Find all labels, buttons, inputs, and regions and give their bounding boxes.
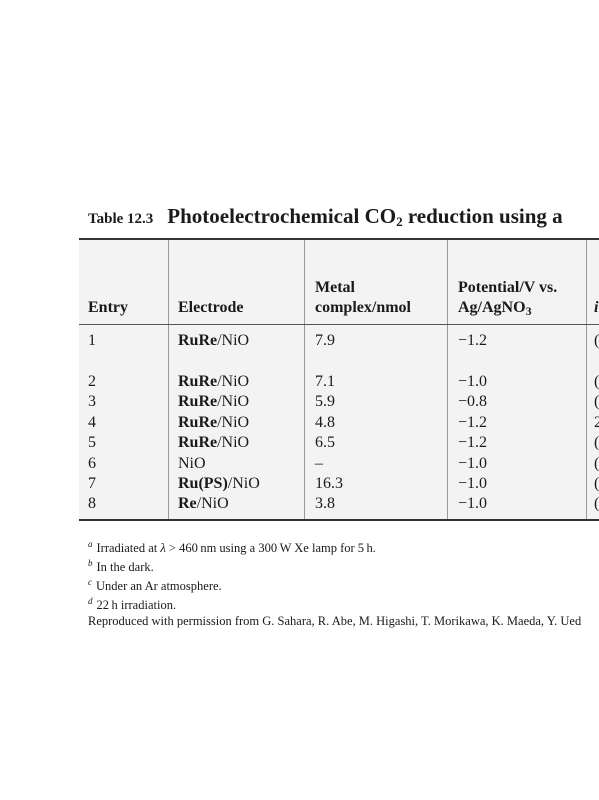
electrode-bold: RuRe [178,373,218,390]
potential-subscript: 3 [525,304,532,318]
cell-electrode: NiO [178,454,206,474]
electrode-rest: /NiO [227,475,260,492]
table-footnotes: a Irradiated at λ > 460 nm using a 300 W … [88,537,581,629]
column-divider [304,240,305,519]
cell-metal: 7.1 [315,373,335,390]
electrode-bold: RuRe [178,434,218,451]
title-subscript: 2 [396,214,403,229]
footnote-mark: b [88,558,93,569]
table-caption: Table 12.3 Photoelectrochemical CO2 reduc… [88,204,563,229]
cell-electrode: RuRe/NiO [178,413,249,433]
header-partial: i [594,299,599,316]
electrode-bold: RuRe [178,393,218,410]
cell-potential: −1.0 [458,373,488,390]
cell-potential: −1.0 [458,495,488,512]
potential-unit: Ag/AgNO [458,299,526,316]
header-electrode: Electrode [178,299,244,316]
cell-entry: 6 [88,455,96,472]
cell-partial: ( [594,455,599,472]
cell-electrode: Re/NiO [178,494,229,514]
cell-potential: −1.0 [458,455,488,472]
footnote-text: Under an Ar atmosphere. [96,579,222,594]
cell-partial: ( [594,495,599,512]
data-table: Entry Electrode Metal complex/nmol Poten… [79,238,599,521]
electrode-bold: Re [178,495,197,512]
cell-partial: ( [594,332,599,349]
table-title: Photoelectrochemical CO2 reduction using… [167,204,562,228]
electrode-bold: Ru(PS) [178,475,228,492]
footnote-text: > 460 nm using a 300 W Xe lamp for 5 h. [165,541,376,556]
cell-entry: 8 [88,495,96,512]
electrode-rest: /NiO [217,414,250,431]
credit-line: Reproduced with permission from G. Sahar… [88,613,582,628]
cell-partial: ( [594,475,599,492]
cell-potential: −1.2 [458,434,488,451]
footnote-lambda: λ [160,541,166,556]
cell-potential: −1.2 [458,332,488,349]
column-divider [447,240,448,519]
footnote-mark: a [88,539,93,549]
cell-electrode: RuRe/NiO [178,372,249,392]
footnote-b: b In the dark. [88,556,581,575]
cell-entry: 4 [88,414,96,431]
cell-electrode: Ru(PS)/NiO [178,474,260,494]
cell-potential: −0.8 [458,393,488,410]
cell-partial: 2 [594,414,599,431]
cell-electrode: RuRe/NiO [178,331,249,351]
cell-metal: 4.8 [315,414,335,431]
footnote-mark: d [88,596,93,607]
title-part-2: reduction using a [402,204,563,228]
column-divider [586,240,587,519]
cell-partial: ( [594,434,599,451]
cell-entry: 1 [88,332,96,349]
cell-entry: 2 [88,373,96,390]
cell-partial: ( [594,393,599,410]
electrode-rest: /NiO [217,373,250,390]
title-part-1: Photoelectrochemical CO [167,204,397,228]
cell-metal: 6.5 [315,434,335,451]
header-metal-line1: Metal [315,279,355,296]
footnote-a: a Irradiated at λ > 460 nm using a 300 W … [88,537,581,556]
header-entry: Entry [88,299,128,316]
cell-partial: ( [594,373,599,390]
cell-metal: – [315,455,323,472]
footnote-text: 22 h irradiation. [96,598,177,613]
header-potential-line1: Potential/V vs. [458,279,558,296]
cell-metal: 16.3 [315,475,343,492]
cell-potential: −1.2 [458,414,488,431]
cell-metal: 3.8 [315,495,335,512]
header-metal-line2: complex/nmol [315,299,411,316]
cell-electrode: RuRe/NiO [178,433,249,453]
header-potential-line2: Ag/AgNO3 [458,298,532,318]
electrode-rest: /NiO [196,495,229,512]
cell-entry: 5 [88,434,96,451]
electrode-bold: RuRe [178,332,218,349]
footnote-text: In the dark. [96,560,154,575]
cell-metal: 7.9 [315,332,335,349]
electrode-rest: /NiO [217,332,250,349]
cell-potential: −1.0 [458,475,488,492]
footnote-text: Irradiated at [96,541,161,556]
electrode-rest: NiO [178,455,206,472]
column-divider [168,240,169,519]
cell-entry: 7 [88,475,96,492]
header-rule [79,324,599,325]
cell-metal: 5.9 [315,393,335,410]
table-label: Table 12.3 [88,211,154,227]
electrode-bold: RuRe [178,414,218,431]
footnote-d: d 22 h irradiation. [88,594,581,613]
cell-entry: 3 [88,393,96,410]
electrode-rest: /NiO [217,393,250,410]
cell-electrode: RuRe/NiO [178,392,249,412]
footnote-mark: c [88,577,92,588]
electrode-rest: /NiO [217,434,250,451]
footnote-c: c Under an Ar atmosphere. [88,575,581,594]
